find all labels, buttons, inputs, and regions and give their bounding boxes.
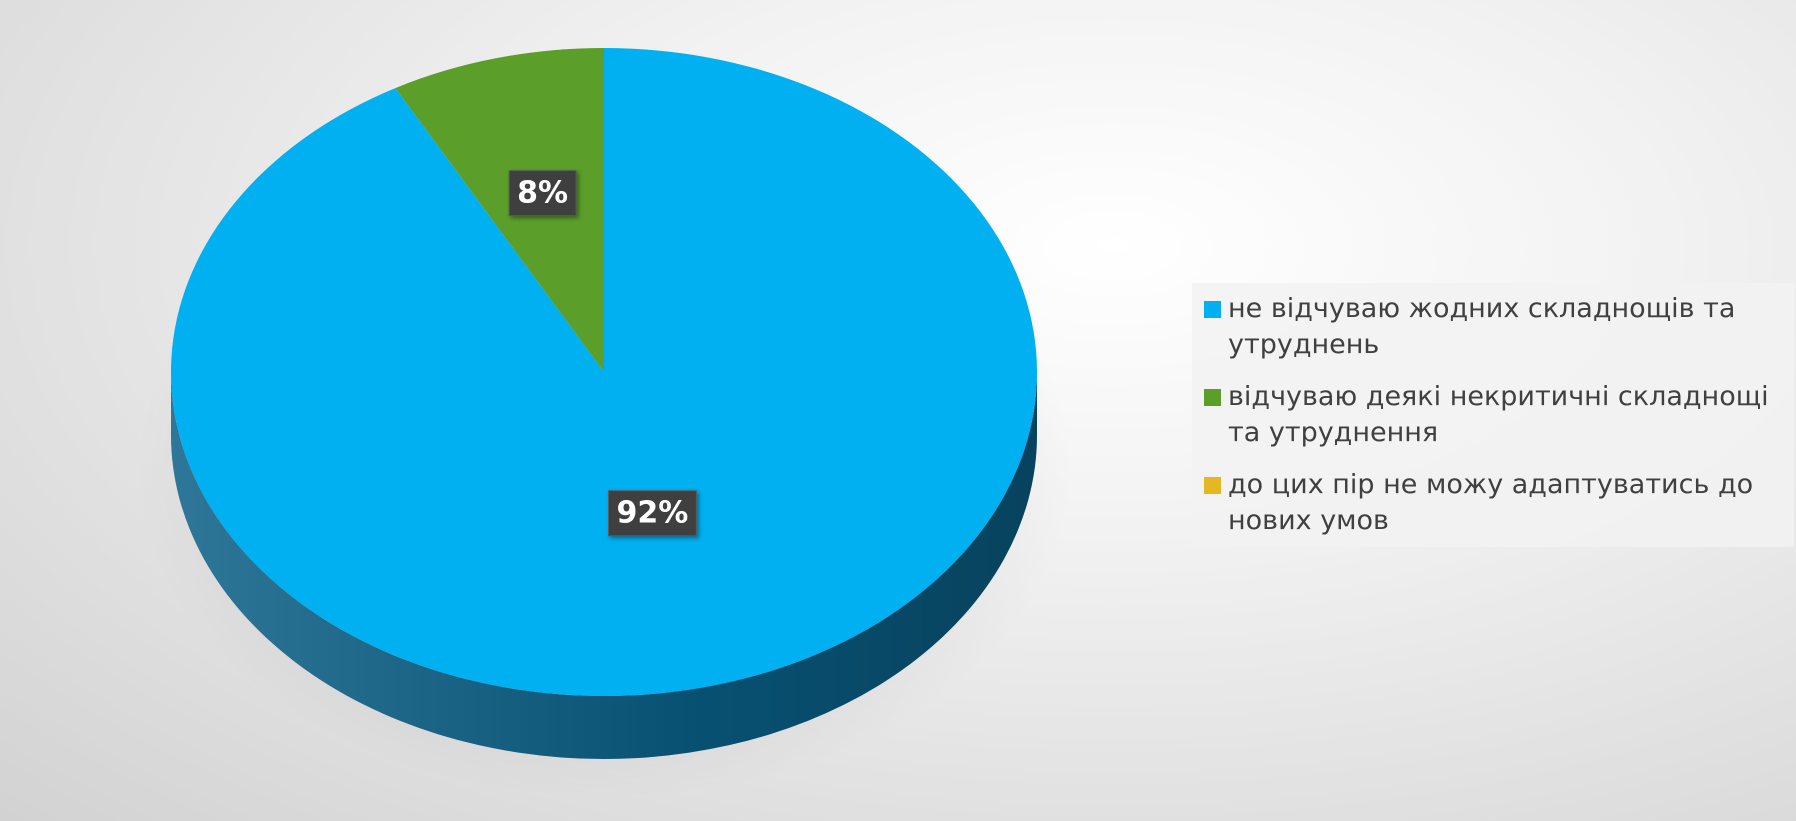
legend-label: не відчуваю жодних складнощів та утрудне… <box>1228 293 1736 360</box>
legend-swatch <box>1204 301 1221 318</box>
legend-item: не відчуваю жодних складнощів та утрудне… <box>1198 291 1788 363</box>
legend-label: до цих пір не можу адаптуватись до нових… <box>1228 469 1754 536</box>
data-label-text: 92% <box>617 496 689 531</box>
legend-label: відчуваю деякі некритичні складнощі та у… <box>1228 381 1769 448</box>
legend-item: відчуваю деякі некритичні складнощі та у… <box>1198 379 1788 451</box>
legend: не відчуваю жодних складнощів та утрудне… <box>1192 283 1794 547</box>
data-label-box <box>508 170 577 217</box>
data-label: 92% <box>608 490 697 537</box>
pie-side-shade <box>171 372 1037 759</box>
pie-slice <box>395 48 604 372</box>
legend-swatch <box>1204 477 1221 494</box>
data-label-text: 8% <box>517 176 568 211</box>
legend-swatch <box>1204 389 1221 406</box>
data-label-box <box>608 490 697 537</box>
data-label: 8% <box>508 170 577 217</box>
legend-item: до цих пір не можу адаптуватись до нових… <box>1198 467 1788 539</box>
